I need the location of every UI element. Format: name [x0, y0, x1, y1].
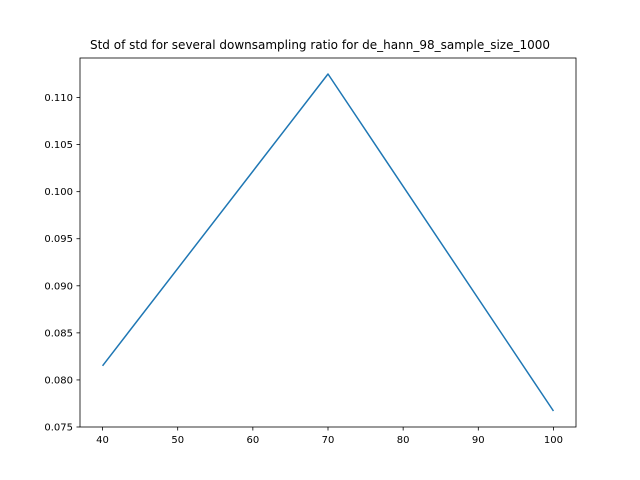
y-tick-label: 0.110: [44, 93, 73, 104]
y-tick-label: 0.100: [44, 187, 73, 198]
y-tick-label: 0.075: [44, 423, 73, 434]
y-tick-label: 0.080: [44, 375, 73, 386]
x-axis-ticks: 40 50 60 70 80 90 100: [96, 427, 563, 446]
y-tick-label: 0.090: [44, 281, 73, 292]
x-tick-label: 60: [246, 435, 259, 446]
y-tick-label: 0.085: [44, 328, 73, 339]
x-tick-label: 90: [472, 435, 485, 446]
y-tick-label: 0.105: [44, 140, 73, 151]
x-tick-label: 50: [171, 435, 184, 446]
x-tick-label: 70: [322, 435, 335, 446]
y-axis-ticks: 0.075 0.080 0.085 0.090 0.095 0.100 0.105 0.110: [44, 93, 80, 434]
plot-area: [101, 73, 555, 412]
y-tick-label: 0.095: [44, 234, 73, 245]
chart-title: Std of std for several downsampling rati…: [90, 38, 550, 52]
series-line-0: [101, 73, 555, 412]
axes-frame: [79, 57, 577, 428]
x-tick-label: 100: [544, 435, 563, 446]
x-tick-label: 40: [96, 435, 109, 446]
x-tick-label: 80: [397, 435, 410, 446]
